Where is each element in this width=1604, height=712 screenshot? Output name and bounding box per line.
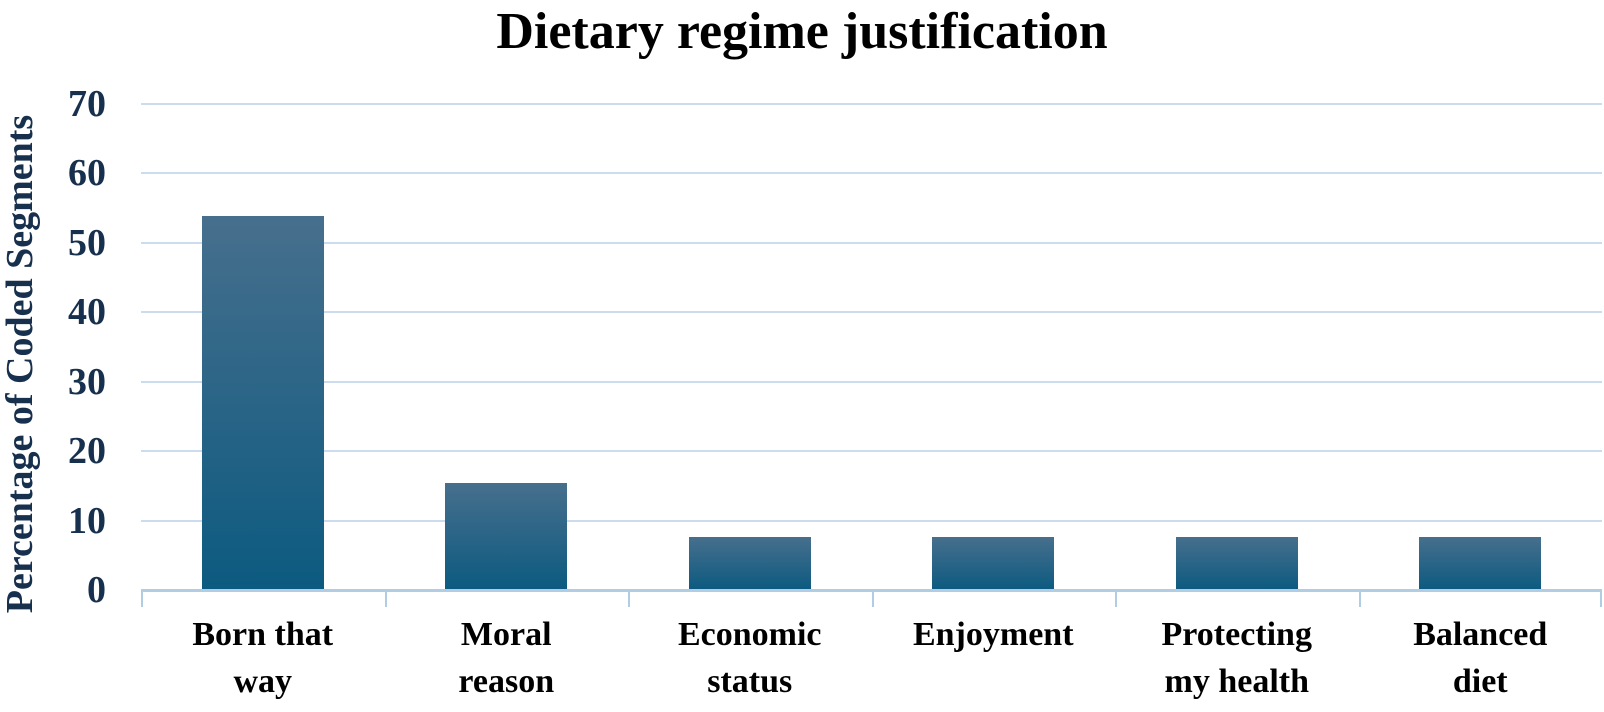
x-axis-tick: [628, 590, 630, 607]
bar-protecting-my-health: [1175, 536, 1298, 590]
x-axis-tick: [1600, 590, 1602, 607]
x-category-label-protecting-my-health: Protecting my health: [1161, 616, 1312, 700]
y-tick-label-60: 60: [68, 152, 106, 195]
y-tick-label-0: 0: [87, 569, 106, 611]
gridline-y-50: [141, 241, 1602, 244]
gridline-y-70: [141, 103, 1602, 105]
x-axis-tick: [141, 590, 143, 607]
chart-title: Dietary regime justification: [496, 3, 1108, 60]
y-tick-label-30: 30: [68, 360, 106, 403]
gridline-y-20: [141, 450, 1602, 453]
gridline-y-40: [141, 311, 1602, 314]
gridline-y-60: [141, 172, 1602, 175]
gridline-y-30: [141, 380, 1602, 383]
bar-moral-reason: [445, 483, 568, 590]
gridline-y-10: [141, 519, 1602, 522]
y-tick-label-10: 10: [68, 499, 106, 542]
bar-balanced-diet: [1419, 536, 1542, 590]
bar-economic-status: [688, 536, 811, 590]
x-axis-tick: [384, 590, 387, 607]
x-axis-tick: [1358, 590, 1361, 607]
x-category-label-born-that-way: Born that way: [192, 616, 334, 700]
x-category-label-balanced-diet: Balanced diet: [1413, 616, 1548, 700]
plot-area: [141, 103, 1602, 607]
bar-enjoyment: [932, 536, 1055, 590]
y-tick-label-20: 20: [68, 430, 106, 473]
x-category-label-economic-status: Economic status: [677, 616, 822, 700]
y-tick-label-70: 70: [68, 83, 106, 125]
bar-born-that-way: [201, 216, 324, 590]
x-category-label-enjoyment: Enjoyment: [912, 616, 1074, 653]
x-axis-tick: [1115, 590, 1117, 607]
x-category-label-moral-reason: Moral reason: [458, 616, 555, 700]
y-tick-label-40: 40: [68, 291, 106, 334]
x-axis-tick: [871, 590, 874, 607]
y-tick-label-50: 50: [68, 221, 106, 264]
